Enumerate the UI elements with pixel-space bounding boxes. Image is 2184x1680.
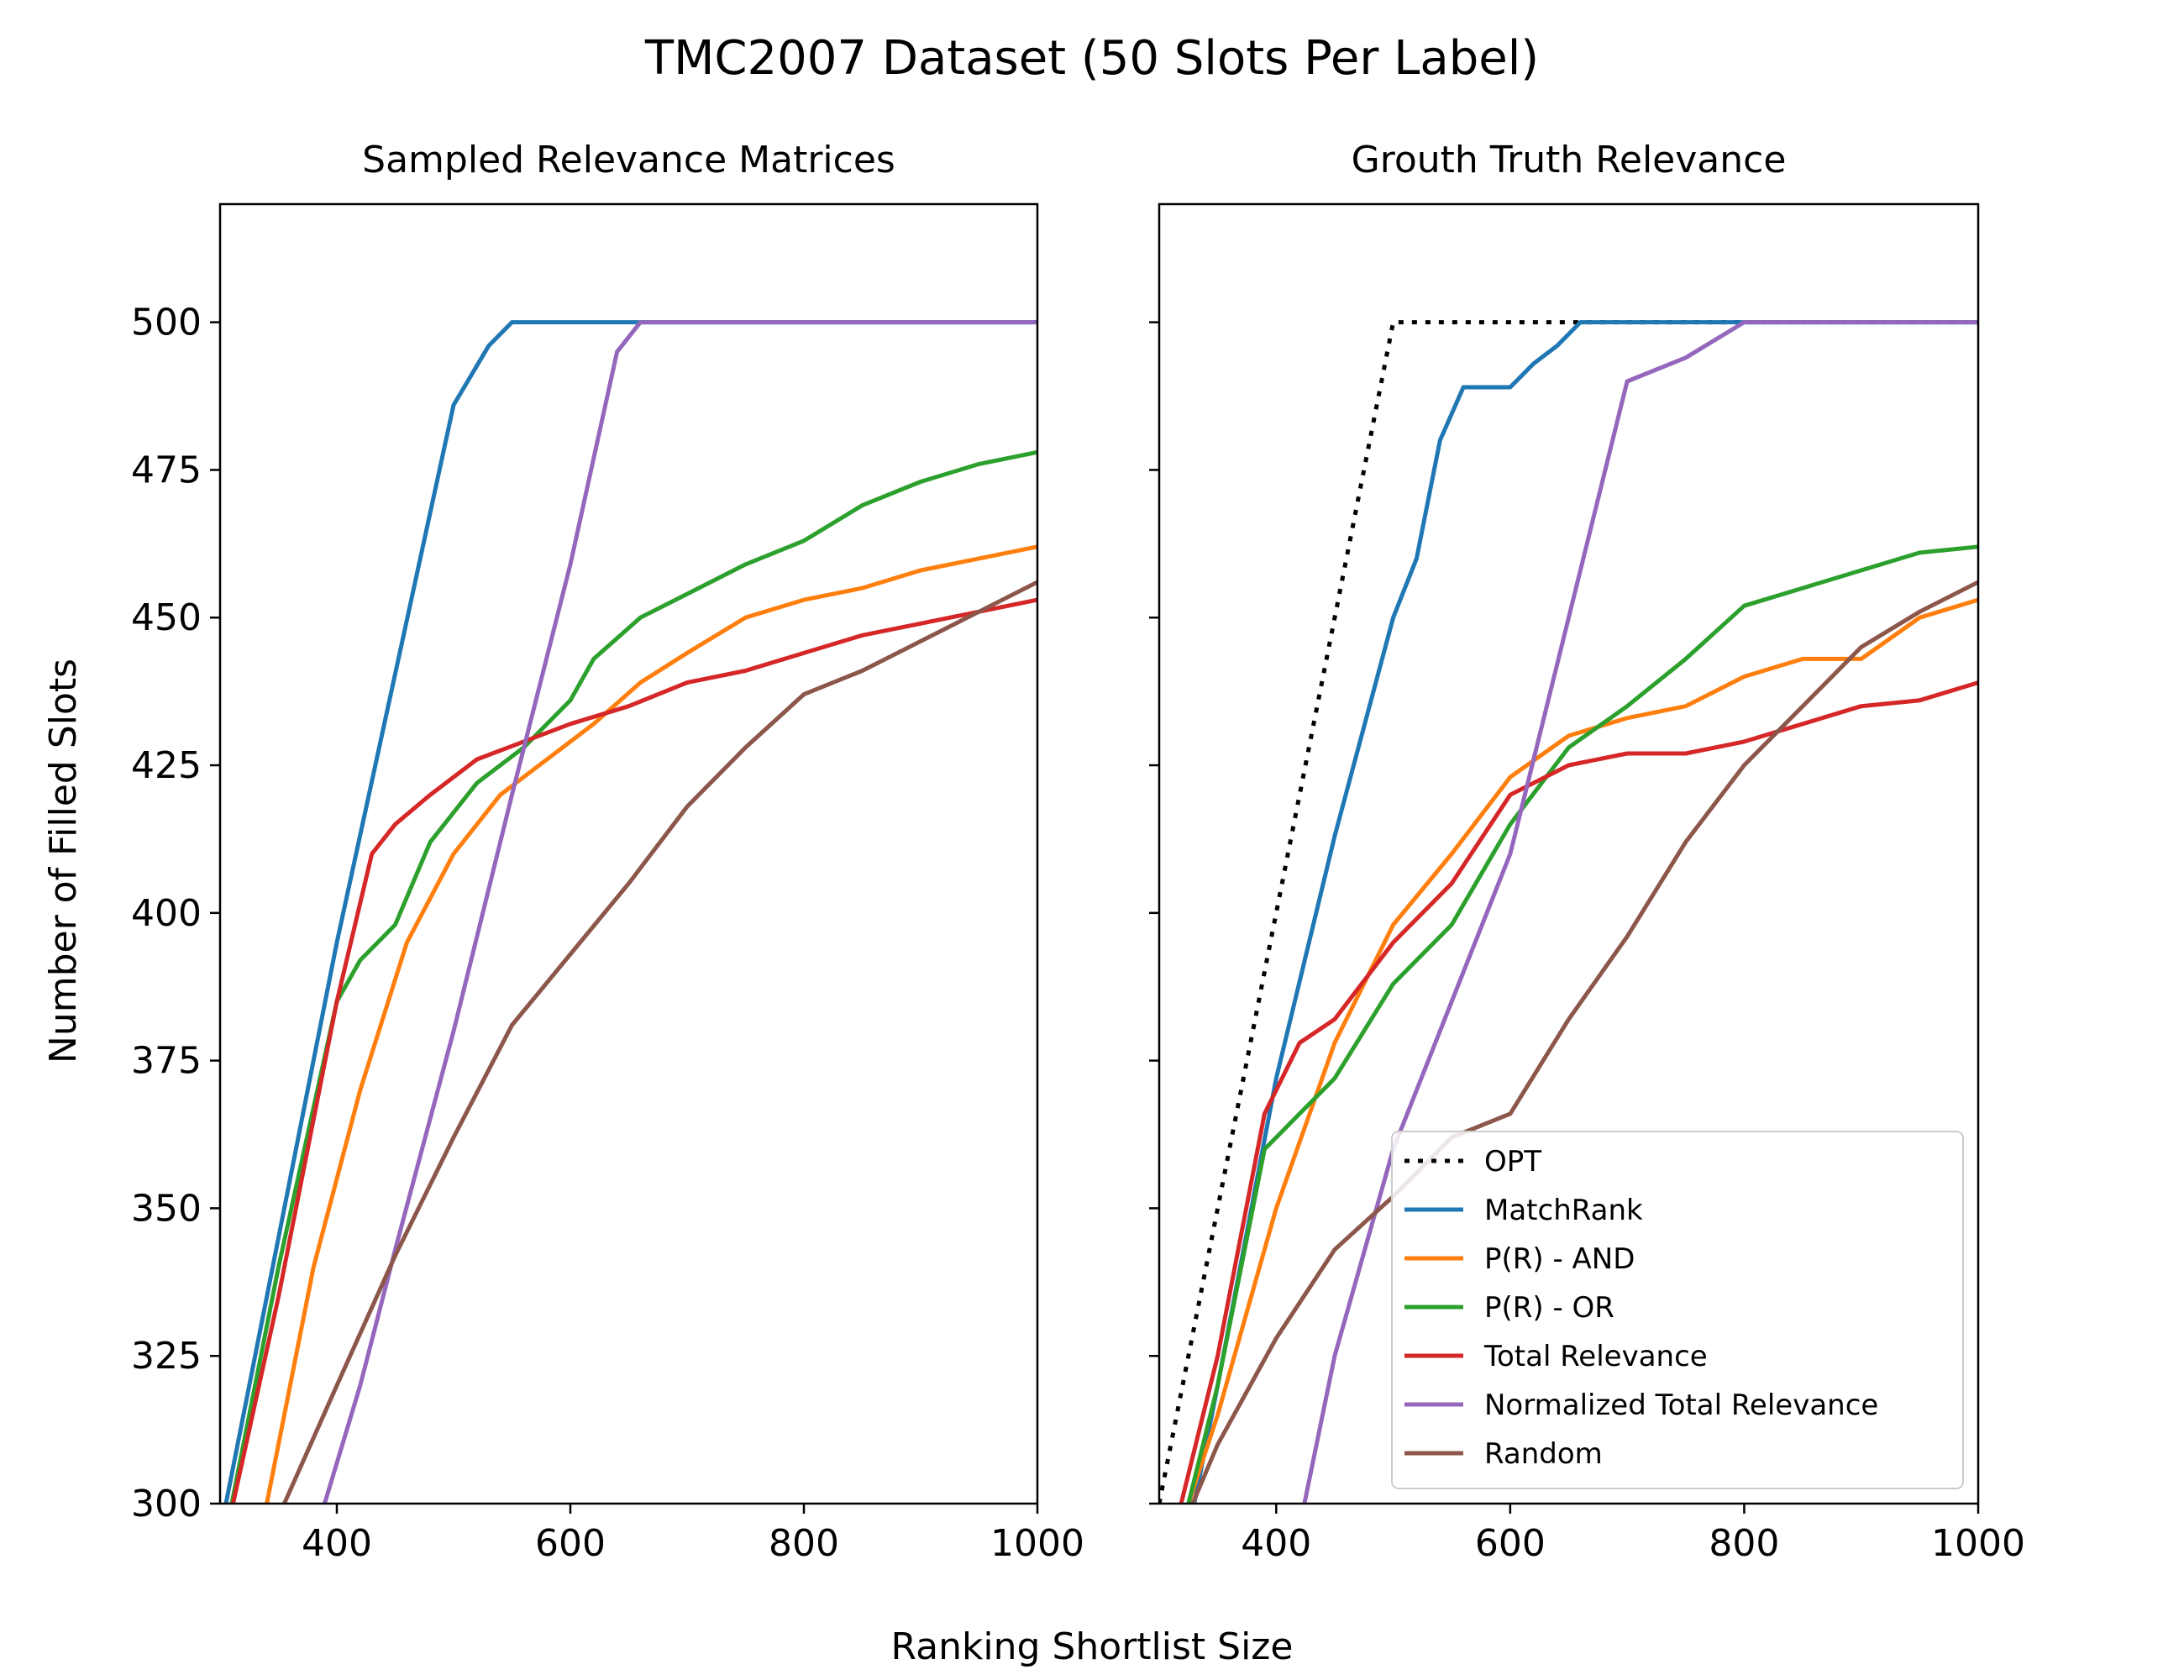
series-line-matchrank: [1192, 320, 1978, 1504]
chart-panel-2: Grouth Truth Relevance 400 600 800 1000 OPT Ma…: [1149, 139, 2025, 1565]
series-group: [223, 320, 1037, 1504]
y-tick-label: 325: [131, 1335, 202, 1378]
series-line-random: [1190, 580, 1978, 1504]
series-group: [1159, 320, 1978, 1504]
figure-title: TMC2007 Dataset (50 Slots Per Label): [644, 31, 1539, 86]
x-tick-label: 400: [302, 1522, 372, 1565]
y-tick-label: 350: [131, 1187, 202, 1230]
x-tick-label: 1000: [1931, 1522, 2025, 1565]
y-tick-label: 500: [131, 302, 202, 344]
legend-label: MatchRank: [1484, 1194, 1643, 1227]
legend-label: P(R) - OR: [1484, 1291, 1614, 1325]
series-line-normalized-total-relevance: [322, 320, 1037, 1504]
series-line-normalized-total-relevance: [1302, 320, 1978, 1504]
y-tick-label: 450: [131, 596, 202, 639]
chart-panel-1: Sampled Relevance Matrices 400 600 800 1000 3…: [131, 139, 1084, 1565]
plot-frame: [218, 202, 1039, 1505]
x-axis-label: Ranking Shortlist Size: [891, 1625, 1294, 1668]
x-tick-label: 800: [769, 1522, 839, 1565]
legend-label: Random: [1484, 1437, 1603, 1471]
series-line-p-r-or: [1186, 544, 1978, 1504]
legend: OPT MatchRank P(R) - AND P(R) - OR Total Rel…: [1391, 1131, 1964, 1489]
legend-label: Normalized Total Relevance: [1484, 1389, 1878, 1422]
panel-title: Grouth Truth Relevance: [1352, 139, 1787, 181]
x-tick-label: 1000: [990, 1522, 1084, 1565]
x-tick-label: 600: [1475, 1522, 1546, 1565]
plot-frame: [1158, 202, 1980, 1505]
series-line-total-relevance: [1179, 680, 1978, 1504]
legend-box: [1391, 1131, 1964, 1489]
y-tick-label: 400: [131, 892, 202, 935]
series-line-random: [282, 580, 1037, 1504]
series-line-p-r-and: [264, 544, 1037, 1504]
x-tick-label: 400: [1241, 1522, 1311, 1565]
series-line-total-relevance: [230, 597, 1037, 1504]
y-axis-label: Number of Filled Slots: [42, 659, 85, 1063]
y-tick-label: 425: [131, 744, 202, 787]
series-line-p-r-or: [229, 449, 1037, 1504]
y-tick-label: 475: [131, 449, 202, 491]
x-tick-label: 800: [1709, 1522, 1779, 1565]
y-tick-label: 375: [131, 1040, 202, 1083]
legend-label: Total Relevance: [1483, 1340, 1708, 1373]
panel-title: Sampled Relevance Matrices: [362, 139, 895, 181]
y-tick-label: 300: [131, 1483, 202, 1525]
panels: Sampled Relevance Matrices 400 600 800 1000 3…: [131, 139, 2025, 1565]
legend-label: OPT: [1484, 1145, 1541, 1179]
series-line-p-r-and: [1186, 597, 1978, 1504]
x-tick-label: 600: [535, 1522, 606, 1565]
legend-label: P(R) - AND: [1484, 1242, 1635, 1276]
series-line-matchrank: [223, 320, 1037, 1504]
